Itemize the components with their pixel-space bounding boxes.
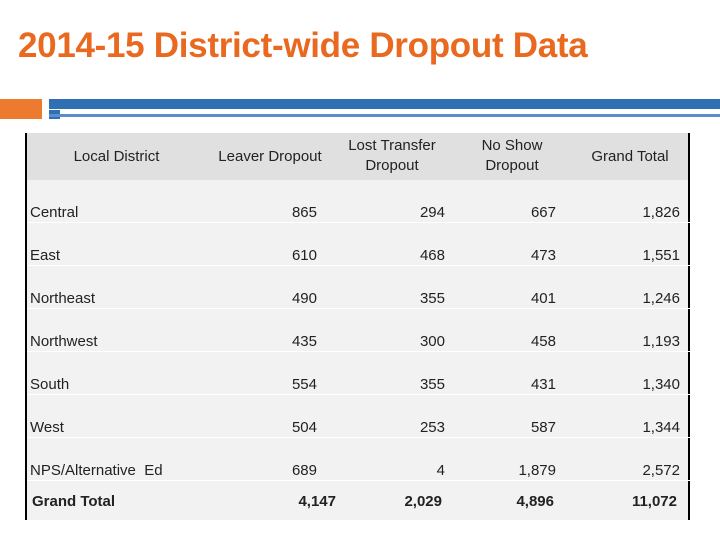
cell-total: 11,072 <box>631 493 677 510</box>
cell-lost-transfer: 2,029 <box>404 493 442 510</box>
table-row: Central 865 294 667 1,826 <box>27 180 692 223</box>
table-row: East 610 468 473 1,551 <box>27 223 692 266</box>
cell-lost-transfer: 355 <box>419 376 445 393</box>
cell-total: 1,826 <box>642 204 680 221</box>
cell-no-show: 4,896 <box>516 493 554 510</box>
cell-lost-transfer: 355 <box>419 290 445 307</box>
header-lost-transfer-dropout: Lost Transfer Dropout <box>332 136 452 176</box>
table-row: West 504 253 587 1,344 <box>27 395 692 438</box>
cell-total: 2,572 <box>642 462 680 479</box>
cell-leaver: 504 <box>291 419 317 436</box>
cell-district: Grand Total <box>32 493 116 510</box>
header-lost-transfer-line2: Dropout <box>365 157 419 174</box>
header-no-show-dropout: No Show Dropout <box>467 136 557 176</box>
cell-no-show: 458 <box>530 333 556 350</box>
table-row: South 554 355 431 1,340 <box>27 352 692 395</box>
cell-district: East <box>30 247 61 264</box>
cell-leaver: 610 <box>291 247 317 264</box>
cell-lost-transfer: 4 <box>436 462 445 479</box>
header-local-district: Local District <box>73 148 160 165</box>
cell-lost-transfer: 300 <box>419 333 445 350</box>
cell-no-show: 401 <box>530 290 556 307</box>
cell-total: 1,344 <box>642 419 680 436</box>
table-row: NPS/Alternative Ed 689 4 1,879 2,572 <box>27 438 692 481</box>
header-no-show-line1: No Show <box>481 137 543 154</box>
cell-leaver: 689 <box>291 462 317 479</box>
cell-lost-transfer: 468 <box>419 247 445 264</box>
table-body: Central 865 294 667 1,826 East 610 468 4… <box>25 180 692 520</box>
accent-bar-blue-thin <box>49 114 720 117</box>
cell-district: Northeast <box>30 290 96 307</box>
header-no-show-line2: Dropout <box>485 157 539 174</box>
cell-leaver: 435 <box>291 333 317 350</box>
cell-lost-transfer: 253 <box>419 419 445 436</box>
cell-district: West <box>30 419 64 436</box>
cell-leaver: 554 <box>291 376 317 393</box>
cell-no-show: 1,879 <box>518 462 556 479</box>
cell-total: 1,193 <box>642 333 680 350</box>
table-row: Northwest 435 300 458 1,193 <box>27 309 692 352</box>
cell-total: 1,551 <box>642 247 680 264</box>
cell-total: 1,246 <box>642 290 680 307</box>
cell-leaver: 865 <box>291 204 317 221</box>
cell-district: South <box>30 376 70 393</box>
cell-no-show: 473 <box>530 247 556 264</box>
cell-lost-transfer: 294 <box>419 204 445 221</box>
cell-leaver: 4,147 <box>298 493 336 510</box>
cell-leaver: 490 <box>291 290 317 307</box>
cell-no-show: 587 <box>530 419 556 436</box>
grand-total-row: Grand Total 4,147 2,029 4,896 11,072 <box>27 481 692 524</box>
cell-district: NPS/Alternative Ed <box>30 462 163 479</box>
header-leaver-dropout: Leaver Dropout <box>218 148 322 165</box>
accent-bar-blue <box>49 99 720 109</box>
header-lost-transfer-line1: Lost Transfer <box>348 137 436 154</box>
table-row: Northeast 490 355 401 1,246 <box>27 266 692 309</box>
accent-bar-orange <box>0 99 42 119</box>
dropout-table: Local District Leaver Dropout Lost Trans… <box>25 133 692 520</box>
cell-district: Central <box>30 204 79 221</box>
header-grand-total: Grand Total <box>591 148 669 165</box>
cell-total: 1,340 <box>642 376 680 393</box>
cell-district: Northwest <box>30 333 98 350</box>
page-title: 2014-15 District-wide Dropout Data <box>18 26 588 65</box>
cell-no-show: 431 <box>530 376 556 393</box>
cell-no-show: 667 <box>530 204 556 221</box>
table-header: Local District Leaver Dropout Lost Trans… <box>25 133 690 180</box>
